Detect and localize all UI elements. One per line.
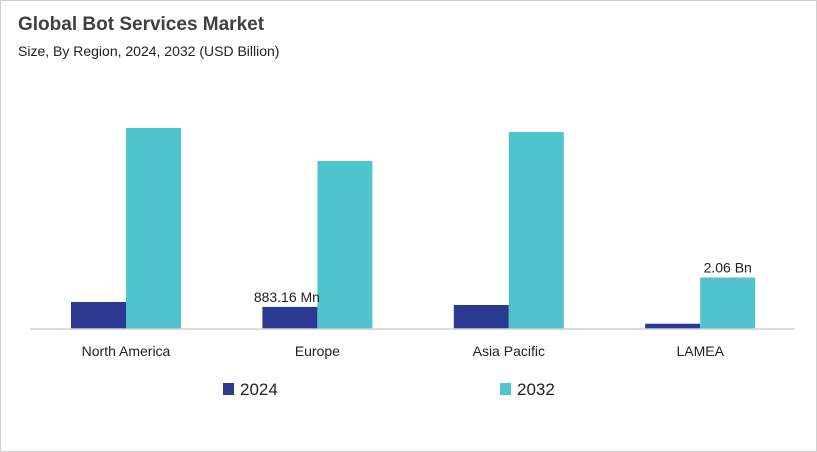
data-label: 2.06 Bn: [704, 260, 752, 276]
x-tick-label: Asia Pacific: [473, 343, 545, 359]
bar-2032-lamea: [700, 277, 756, 329]
bar-2032-europe: [317, 161, 373, 329]
bar-2024-asia-pacific: [453, 305, 509, 329]
data-label: 883.16 Mn: [254, 289, 320, 305]
x-tick-label: Europe: [295, 343, 340, 359]
legend-swatch-2032: [500, 383, 511, 395]
legend-label: 2024: [240, 380, 278, 399]
x-tick-label: LAMEA: [676, 343, 724, 359]
bar-2032-north-america: [126, 128, 181, 329]
bar-2032-asia-pacific: [508, 132, 564, 329]
chart-title: Global Bot Services Market: [18, 14, 265, 35]
bar-2024-north-america: [71, 302, 126, 329]
legend-label: 2032: [517, 380, 555, 399]
bar-2024-lamea: [645, 323, 701, 329]
chart-subtitle: Size, By Region, 2024, 2032 (USD Billion…: [18, 43, 280, 59]
x-tick-label: North America: [82, 343, 171, 359]
legend-swatch-2024: [223, 383, 234, 395]
bar-2024-europe: [262, 306, 318, 329]
